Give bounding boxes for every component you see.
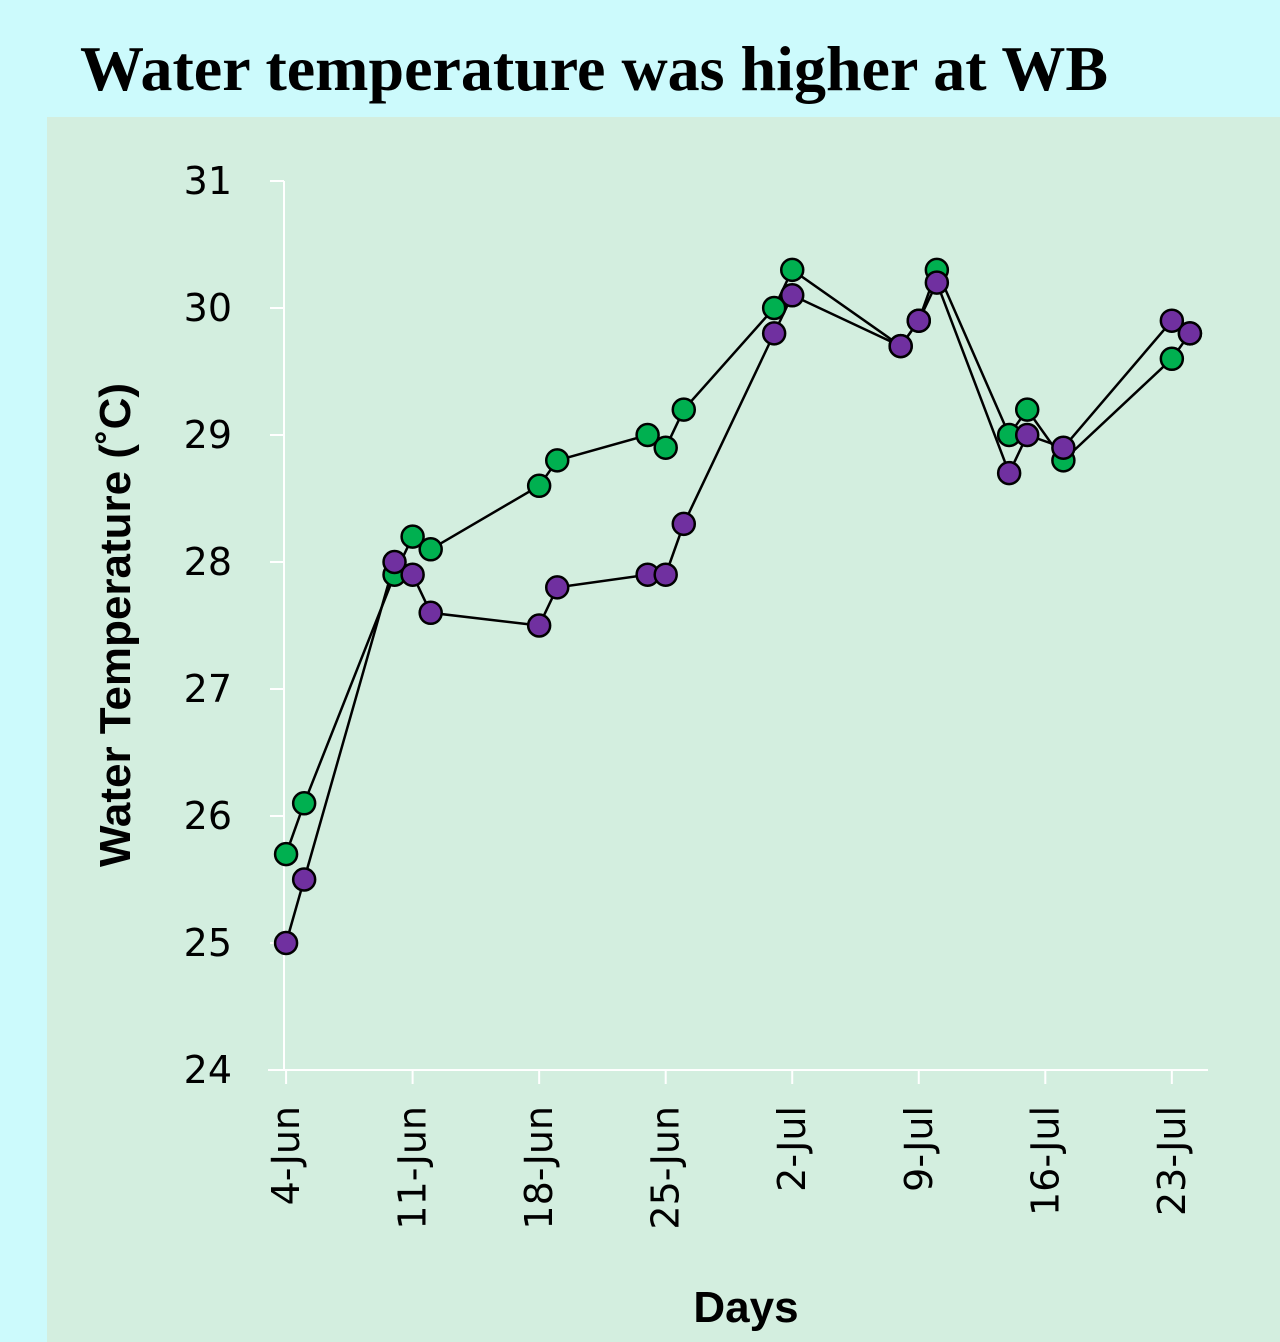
data-point <box>544 575 570 600</box>
x-axis-label: Days <box>693 1283 798 1332</box>
data-point <box>418 600 443 626</box>
data-point <box>544 448 570 473</box>
data-point <box>671 511 697 537</box>
data-point <box>1014 397 1040 422</box>
x-tick-label: 23-Jul <box>1150 1106 1194 1216</box>
data-point <box>653 435 678 460</box>
y-tick-label: 29 <box>184 413 232 457</box>
data-point <box>273 841 299 867</box>
data-point <box>400 524 425 549</box>
y-tick-label: 24 <box>184 1048 232 1092</box>
plot-background <box>47 117 1280 1342</box>
x-tick-label: 2-Jul <box>770 1106 814 1192</box>
data-point <box>761 321 787 346</box>
x-tick-label: 16-Jul <box>1023 1106 1067 1216</box>
data-point <box>291 791 317 816</box>
data-point <box>635 422 660 448</box>
data-point <box>526 613 552 638</box>
data-point <box>888 333 913 359</box>
data-point <box>1051 435 1076 460</box>
chart-title: Water temperature was higher at WB <box>80 33 1108 104</box>
y-tick-label: 27 <box>184 667 232 711</box>
data-point <box>1159 308 1185 333</box>
data-point <box>1159 346 1185 372</box>
y-tick-label: 30 <box>184 286 232 330</box>
data-point <box>273 930 299 956</box>
x-tick-label: 4-Jun <box>264 1106 308 1205</box>
x-tick-label: 25-Jun <box>644 1106 688 1230</box>
y-tick-label: 31 <box>184 159 232 203</box>
y-tick-label: 28 <box>184 540 232 584</box>
data-point <box>996 460 1022 486</box>
data-point <box>400 562 425 587</box>
data-point <box>761 295 787 321</box>
data-point <box>653 562 678 587</box>
x-tick-label: 18-Jun <box>517 1106 561 1230</box>
x-tick-label: 9-Jul <box>897 1106 941 1192</box>
data-point <box>1177 321 1203 346</box>
data-point <box>924 270 950 295</box>
data-point <box>1014 422 1040 448</box>
data-point <box>906 308 932 333</box>
data-point <box>526 473 552 499</box>
y-axis-label: Water Temperature (˚C) <box>91 383 140 867</box>
data-point <box>418 537 443 562</box>
data-point <box>291 867 317 892</box>
data-point <box>779 257 805 283</box>
x-tick-label: 11-Jun <box>391 1106 435 1230</box>
y-tick-label: 25 <box>184 921 232 965</box>
y-tick-label: 26 <box>184 794 232 838</box>
data-point <box>779 283 805 308</box>
data-point <box>671 397 697 422</box>
data-point <box>382 549 407 575</box>
